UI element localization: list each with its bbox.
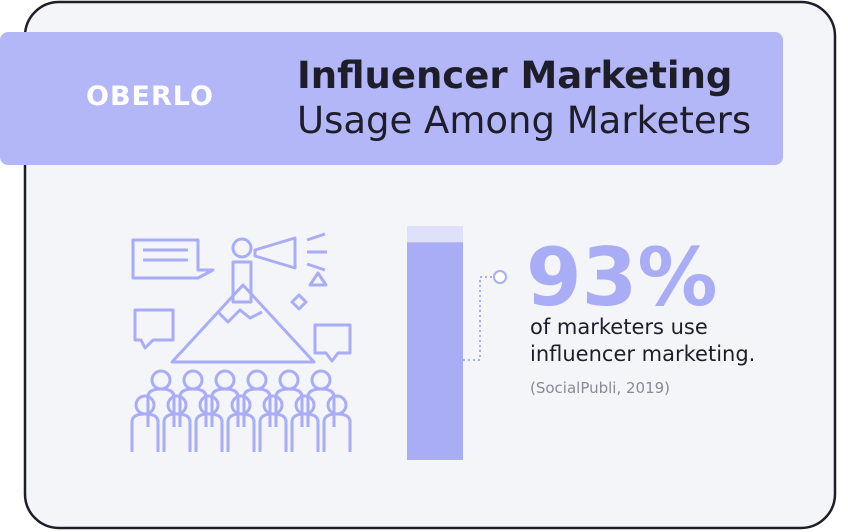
header-band [0,32,783,165]
value-label: 93% [526,231,717,324]
connector-dot [493,270,507,284]
bar [407,242,463,460]
connector [463,276,494,361]
source: (SocialPubli, 2019) [530,379,670,397]
illustration [130,232,352,454]
caption: of marketers use influencer marketing. [530,315,756,366]
subtitle: Usage Among Marketers [297,99,751,142]
title: Influencer Marketing [297,54,732,97]
brand: OBERLO [86,81,214,112]
